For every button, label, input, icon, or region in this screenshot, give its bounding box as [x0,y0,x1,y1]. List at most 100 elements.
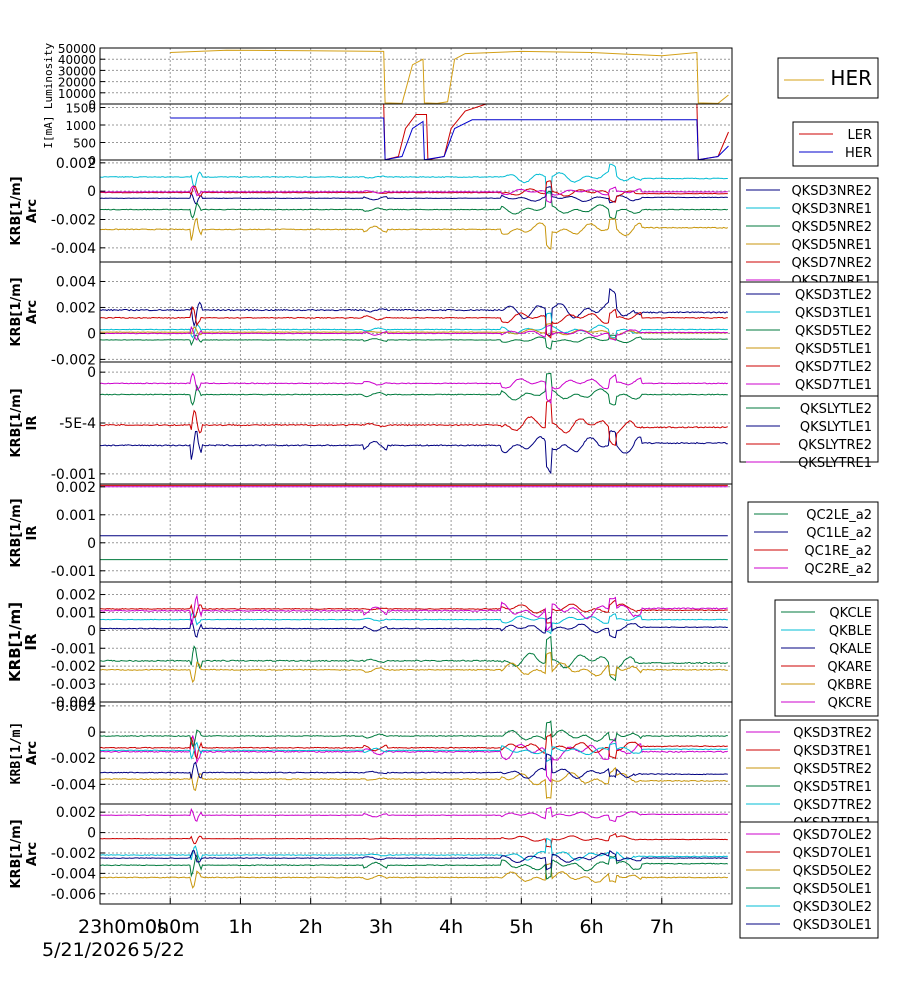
legend-label: QKARE [827,660,872,675]
x-date-label: 5/21/2026 [42,939,139,961]
series-line-qksd5nre2 [100,190,728,220]
panel-frame [99,803,733,905]
legend-current: LER HER [792,121,879,167]
y-axis-label: KRB[1/m] [9,388,24,457]
series-line-qkslytre1 [100,372,728,405]
legend-label: QKSD5OLE1 [793,882,872,897]
series-line-ler [170,104,729,160]
legend-box [774,599,879,717]
panel-ir1: 0 -5E-4 -0.001 KRB[1/m] IR QKSLYTLE2 QKSLYTLE1… [9,361,879,485]
y-tick-label: -0.001 [51,641,96,657]
y-tick-label: -0.002 [51,659,96,675]
series-line-qksd5tle2 [100,334,728,350]
series-line-qksd3nre1 [100,163,728,194]
series-line-qksd7nre1 [100,185,728,204]
gridlines [100,104,732,160]
y-tick-label: 0.002 [56,156,96,172]
series-line-qkslytre2 [100,398,728,446]
panel-arc4: 0.002 0 -0.002 -0.004 -0.006 KRB[1/m] Arc QKSD7… [9,803,879,939]
series-line-qksd3ole2 [100,837,728,861]
legend-label: QKSLYTRE1 [798,456,872,471]
series-line-qksd5tre1 [100,720,728,748]
legend-arc3: QKSD3TRE2 QKSD3TRE1 QKSD5TRE2 QKSD5TRE1 QKSD… [739,719,879,837]
series-line-qkble [100,611,728,635]
y-tick-label: 0.001 [56,605,96,621]
legend-label: QKSD3OLE1 [793,918,872,933]
legend-label: QKSD7OLE2 [793,828,872,843]
series-line-qksd3tre2 [100,735,728,783]
gridlines [100,160,732,262]
gridlines [100,362,732,484]
y-tick-label: 0 [87,725,96,741]
legend-label: QKBLE [829,624,872,639]
y-axis-sublabel: Arc [25,741,40,765]
legend-label: QC2LE_a2 [806,508,872,523]
legend-label: QKCLE [829,606,872,621]
legend-label: QC2RE_a2 [804,562,872,577]
legend-ir3: QKCLE QKBLE QKALE QKARE QKBRE QKCRE [774,599,879,717]
y-tick-label: -0.002 [51,846,96,862]
y-tick-label: 10000 [58,87,96,101]
legend-label: QKSD5TLE1 [795,342,872,357]
legend-label: QKSD3NRE2 [791,184,872,199]
series-line-qksd5nre1 [100,217,728,250]
y-axis-label: KRB[1/m] [9,819,24,888]
y-axis-label: Luminosity [42,43,55,110]
y-tick-label: 0 [88,154,96,168]
series-line-qksd5ole2 [100,863,728,889]
y-axis-label: KRB[1/m] [9,176,24,245]
legend-box [747,501,879,583]
y-tick-label: -0.006 [51,887,96,903]
y-tick-label: 1000 [65,119,96,133]
x-tick-label: 3h [369,916,393,938]
gridlines [100,48,732,104]
legend-lumi: HER [777,57,879,99]
y-tick-label: 0.002 [56,480,96,496]
legend-arc2: QKSD3TLE2 QKSD3TLE1 QKSD5TLE2 QKSD5TLE1 QKSD… [739,281,879,399]
panel-ir3: 0.0020.0010-0.001-0.002-0.003-0.004KRB[1… [6,581,879,717]
y-axis-sublabel: Arc [25,199,40,223]
gridlines [100,702,732,804]
legend-label: QKSD7NRE2 [791,256,872,271]
y-axis-sublabel: Arc [25,300,40,324]
legend-label: QKSD7TRE2 [793,798,872,813]
series-line-qksd7ole1 [100,832,728,848]
y-tick-label: -0.003 [51,677,96,693]
x-tick-label: 5h [509,916,533,938]
y-tick-label: 0 [87,623,96,639]
legend-box [739,821,879,939]
y-tick-label: -0.004 [51,695,96,711]
legend-label: QKALE [829,642,872,657]
x-tick-label: 1h [228,916,252,938]
legend-label: LER [848,128,873,143]
x-tick-label: 2h [299,916,323,938]
legend-ir2: QC2LE_a2 QC1LE_a2 QC1RE_a2 QC2RE_a2 [747,501,879,583]
legend-label: QKSLYTLE1 [800,420,872,435]
x-tick-label: 4h [439,916,463,938]
y-axis-label: I[mA] [42,115,55,148]
series-line-qksd5ole1 [100,853,728,880]
legend-label: QKSD7TLE1 [795,378,872,393]
legend-label: QKSD3TLE1 [795,306,872,321]
series-line-qkale [100,616,728,639]
legend-box [739,719,879,837]
x-tick-label: 0h0m [145,916,200,938]
legend-label: QKSD5OLE2 [793,864,872,879]
y-tick-label: -0.002 [51,751,96,767]
legend-label: QC1LE_a2 [806,526,872,541]
panel-ir2: 0.002 0.001 0 -0.001 KRB[1/m] IR QC2LE_a2 QC1LE… [9,480,879,583]
y-tick-label: 0.002 [56,588,96,604]
series-line-her [170,117,729,160]
series-line-her [170,49,729,104]
series-line-qksd3tre1 [100,733,728,760]
legend-label: QKSD3NRE1 [791,202,872,217]
series-line-qkslytle2 [100,372,728,406]
series-line-qksd5tre2 [100,766,728,799]
legend-label: QKSD5TRE1 [793,780,872,795]
series-line-qksd3tle1 [100,312,728,339]
legend-label: QKSD5NRE1 [791,238,872,253]
legend-label: QKCRE [828,696,872,711]
legend-label: QKBRE [827,678,872,693]
